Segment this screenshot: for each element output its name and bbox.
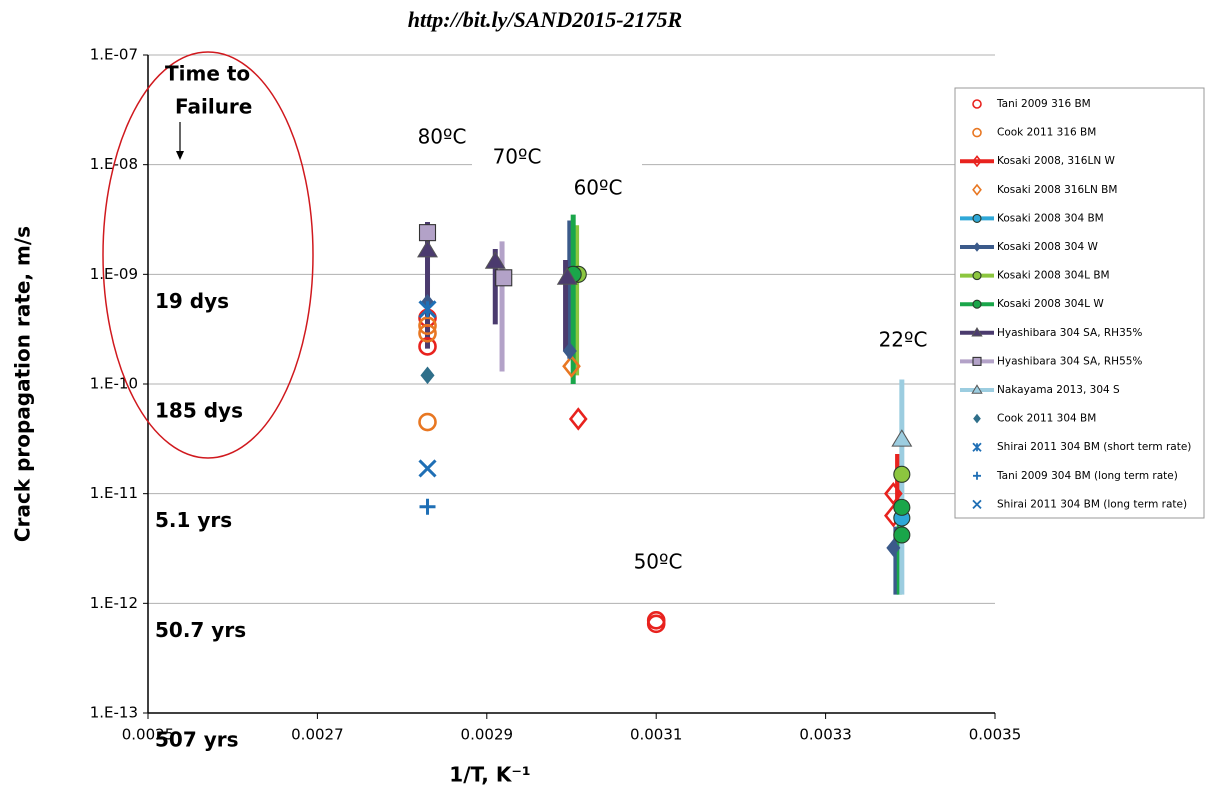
temperature-label: 70ºC bbox=[493, 145, 542, 169]
legend-marker bbox=[972, 299, 982, 309]
legend-label: Kosaki 2008 304L BM bbox=[997, 270, 1110, 282]
legend-label: Tani 2009 316 BM bbox=[996, 98, 1091, 110]
legend-marker bbox=[972, 99, 982, 109]
legend-label: Kosaki 2008 304 BM bbox=[997, 212, 1104, 224]
data-point bbox=[417, 239, 438, 258]
x-tick-label: 0.0027 bbox=[291, 726, 344, 744]
temperature-label: 22ºC bbox=[879, 328, 928, 352]
legend-label: Hyashibara 304 SA, RH35% bbox=[997, 327, 1142, 339]
data-point bbox=[420, 366, 435, 385]
legend-label: Hyashibara 304 SA, RH55% bbox=[997, 355, 1142, 367]
y-tick-label: 1.E-12 bbox=[90, 594, 138, 612]
legend-marker bbox=[973, 471, 981, 480]
y-axis-title: Crack propagation rate, m/s bbox=[11, 226, 35, 542]
legend-marker bbox=[972, 183, 982, 196]
data-point bbox=[419, 498, 436, 515]
data-point bbox=[556, 267, 578, 285]
y-tick-label: 1.E-07 bbox=[90, 46, 138, 64]
annotation: Failure bbox=[175, 95, 252, 119]
data-point bbox=[418, 316, 437, 336]
arrow-head bbox=[176, 151, 184, 160]
legend-marker bbox=[973, 413, 981, 424]
highlight-ellipse bbox=[102, 51, 314, 459]
x-tick-label: 0.0035 bbox=[969, 726, 1022, 744]
failure-time: 507 yrs bbox=[155, 728, 239, 752]
legend-label: Kosaki 2008 316LN BM bbox=[997, 184, 1117, 196]
temperature-label: 80ºC bbox=[418, 125, 467, 149]
data-point bbox=[495, 269, 513, 287]
x-tick-label: 0.0025 bbox=[122, 726, 175, 744]
legend-label: Cook 2011 316 BM bbox=[997, 127, 1096, 139]
legend-label: Kosaki 2008, 316LN W bbox=[997, 155, 1116, 167]
x-tick-label: 0.0031 bbox=[630, 726, 683, 744]
failure-time: 19 dys bbox=[155, 289, 229, 313]
data-point bbox=[484, 251, 506, 269]
legend-label: Shirai 2011 304 BM (short term rate) bbox=[997, 441, 1191, 453]
legend-marker bbox=[972, 155, 982, 168]
data-point bbox=[893, 526, 911, 544]
data-point bbox=[418, 337, 437, 356]
legend: Tani 2009 316 BM Cook 2011 316 BM Kosaki 2… bbox=[954, 87, 1205, 519]
temperature-label: 50ºC bbox=[634, 550, 683, 574]
failure-time: 185 dys bbox=[155, 399, 243, 423]
legend-label: Kosaki 2008 304L W bbox=[997, 298, 1104, 310]
data-point bbox=[893, 498, 911, 516]
data-point bbox=[893, 465, 911, 483]
legend-marker bbox=[971, 384, 983, 394]
legend-marker bbox=[972, 356, 982, 366]
failure-time: 5.1 yrs bbox=[155, 508, 232, 532]
data-point bbox=[884, 481, 903, 506]
data-point bbox=[418, 323, 437, 343]
data-point bbox=[418, 300, 437, 319]
legend-marker bbox=[971, 327, 983, 337]
legend-label: Kosaki 2008 304 W bbox=[997, 241, 1098, 253]
annotation: Time to bbox=[165, 62, 250, 86]
x-tick-label: 0.0033 bbox=[799, 726, 852, 744]
data-point bbox=[418, 459, 437, 478]
chart-title: http://bit.ly/SAND2015-2175R bbox=[408, 7, 682, 32]
legend-box bbox=[954, 87, 1205, 519]
legend-marker bbox=[972, 442, 982, 452]
x-tick-label: 0.0029 bbox=[461, 726, 514, 744]
failure-time: 50.7 yrs bbox=[155, 618, 246, 642]
data-point bbox=[568, 407, 588, 431]
data-point bbox=[646, 614, 666, 634]
legend-marker bbox=[972, 127, 982, 138]
legend-label: Cook 2011 304 BM bbox=[997, 413, 1096, 425]
label-background bbox=[472, 144, 642, 170]
legend-label: Nakayama 2013, 304 S bbox=[997, 384, 1120, 396]
y-tick-label: 1.E-11 bbox=[90, 484, 138, 502]
data-point bbox=[418, 224, 437, 242]
y-tick-label: 1.E-13 bbox=[90, 704, 138, 722]
y-tick-label: 1.E-09 bbox=[90, 265, 138, 283]
legend-marker bbox=[972, 271, 982, 281]
legend-label: Shirai 2011 304 BM (long term rate) bbox=[997, 498, 1187, 510]
data-point bbox=[562, 342, 577, 360]
legend-label: Tani 2009 304 BM (long term rate) bbox=[996, 470, 1178, 482]
legend-marker bbox=[972, 499, 982, 510]
data-point bbox=[418, 412, 437, 432]
y-tick-label: 1.E-10 bbox=[90, 375, 138, 393]
data-point bbox=[886, 539, 901, 557]
temperature-label: 60ºC bbox=[574, 176, 623, 200]
data-point bbox=[562, 354, 581, 378]
x-axis-title: 1/T, K⁻¹ bbox=[449, 763, 530, 787]
label-background bbox=[858, 327, 938, 353]
data-point bbox=[891, 429, 913, 447]
legend-marker bbox=[972, 213, 982, 223]
legend-marker bbox=[973, 242, 981, 252]
